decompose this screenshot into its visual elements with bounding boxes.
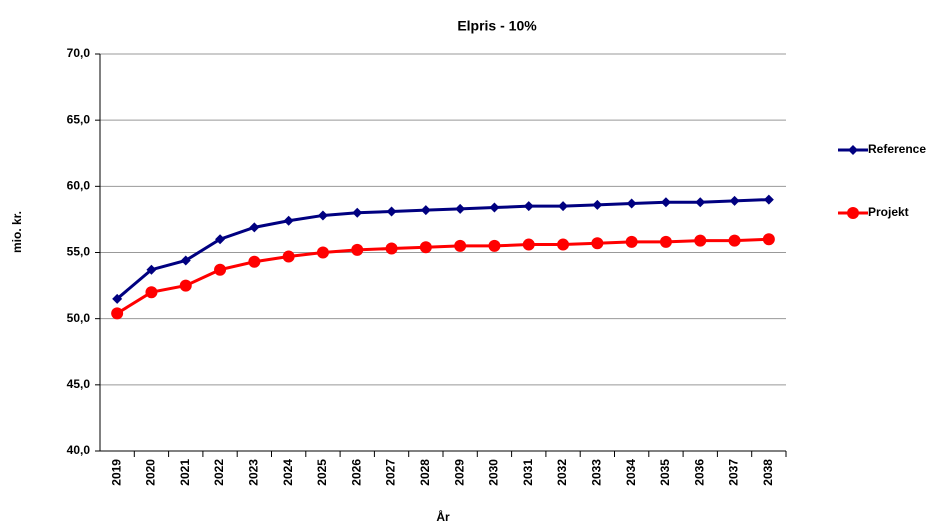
chart-title: Elpris - 10% [457,18,537,34]
point [557,238,570,251]
x-tick-label: 2030 [487,459,501,486]
point [215,234,226,245]
x-tick-label: 2028 [418,459,432,486]
point [455,203,466,214]
x-tick-label: 2035 [658,459,672,486]
point [146,264,157,275]
point [282,250,295,263]
point [248,255,261,268]
point [351,243,364,256]
x-tick-label: 2036 [692,459,706,486]
point [317,210,328,221]
point [111,307,124,320]
x-tick-label: 2027 [384,459,398,486]
x-tick-label: 2019 [109,459,123,486]
point [523,201,534,212]
point [352,207,363,218]
y-tick-label: 65,0 [67,112,91,126]
point [419,241,432,254]
y-tick-label: 45,0 [67,377,91,391]
x-tick-label: 2038 [761,459,775,486]
line [116,237,769,315]
x-tick-label: 2032 [555,459,569,486]
y-tick-label: 50,0 [67,311,91,325]
point [659,235,672,248]
point [249,222,260,233]
x-tick-label: 2031 [521,459,535,486]
legend-marker [848,145,858,155]
x-axis-label: År [436,509,450,524]
point [489,202,500,213]
point [145,286,158,299]
point [558,201,569,212]
x-tick-label: 2024 [281,459,295,486]
legend-label: Reference [868,142,926,156]
x-tick-label: 2023 [247,459,261,486]
point [180,255,191,266]
point [660,197,671,208]
y-tick-label: 70,0 [67,46,91,60]
point [112,293,123,304]
point [488,239,501,252]
x-tick-label: 2022 [212,459,226,486]
point [762,233,775,246]
x-tick-label: 2025 [315,459,329,486]
line [116,198,769,300]
point [386,206,397,217]
x-tick-label: 2029 [452,459,466,486]
x-tick-label: 2033 [590,459,604,486]
point [316,246,329,259]
legend-marker [847,207,859,219]
x-tick-label: 2020 [144,459,158,486]
point [695,197,706,208]
y-axis-label: mio. kr. [10,211,24,253]
point [592,199,603,210]
x-tick-label: 2026 [349,459,363,486]
point [728,234,741,247]
point [283,215,294,226]
point [420,205,431,216]
legend-label: Projekt [868,205,909,219]
point [591,237,604,250]
point [625,235,638,248]
y-tick-label: 60,0 [67,179,91,193]
point [626,198,637,209]
point [214,263,227,276]
x-tick-label: 2021 [178,459,192,486]
y-tick-label: 40,0 [67,443,91,457]
point [763,194,774,205]
point [385,242,398,255]
x-tick-label: 2037 [727,459,741,486]
point [522,238,535,251]
point [729,195,740,206]
point [454,239,467,252]
point [694,234,707,247]
x-tick-label: 2034 [624,459,638,486]
y-tick-label: 55,0 [67,245,91,259]
point [179,279,192,292]
